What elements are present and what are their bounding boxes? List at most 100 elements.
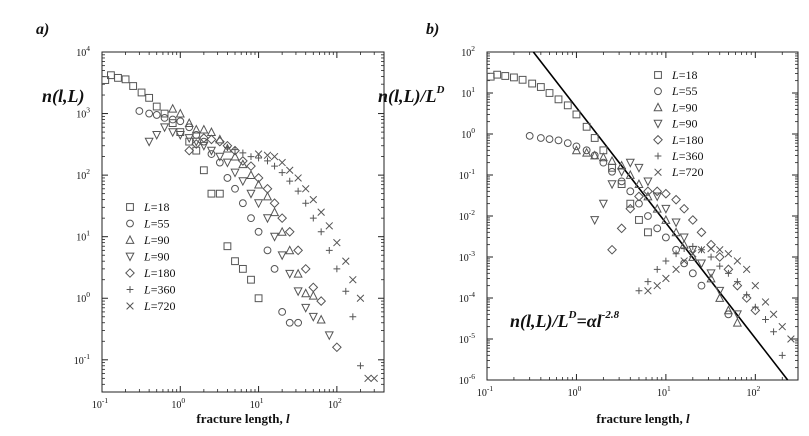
data-point (617, 177, 626, 186)
data-point (277, 251, 287, 261)
data-point (316, 314, 326, 324)
data-point (331, 342, 342, 353)
y-tick-label: 102 (76, 167, 90, 182)
data-point (168, 115, 177, 124)
data-point (160, 114, 169, 122)
data-point (778, 322, 787, 331)
legend-item: L=90 (653, 100, 697, 114)
legend-item: L=180 (125, 266, 175, 280)
data-point (238, 199, 247, 208)
data-point (732, 317, 742, 327)
data-point (761, 298, 770, 306)
legend-item: L=360 (654, 149, 703, 163)
data-point (324, 331, 334, 341)
data-point (536, 83, 545, 91)
legend-marker (126, 286, 134, 293)
data-point (145, 93, 154, 102)
series-1 (135, 107, 303, 327)
data-point (278, 169, 286, 176)
data-point (101, 76, 110, 84)
data-point (750, 305, 761, 316)
data-point (617, 167, 627, 177)
data-point (247, 275, 255, 284)
data-point (653, 265, 661, 273)
data-point (294, 187, 302, 195)
data-point (661, 233, 670, 242)
data-point (184, 118, 194, 127)
legend-label: L=18 (671, 68, 697, 82)
plot-frame (101, 51, 385, 393)
data-point (206, 126, 217, 136)
data-point (706, 239, 716, 250)
series-5 (635, 243, 786, 359)
data-point (590, 150, 600, 160)
data-point (653, 224, 662, 233)
y-tick-label: 10-1 (459, 167, 475, 182)
legend-item: L=180 (653, 133, 703, 147)
data-point (769, 310, 778, 319)
data-point (732, 310, 742, 320)
series-0 (101, 71, 263, 303)
legend-marker (654, 71, 662, 79)
data-point (626, 199, 635, 208)
data-point (206, 146, 217, 156)
data-point (787, 335, 795, 343)
legend-label: L=90 (671, 100, 697, 114)
data-point (625, 158, 635, 168)
data-point (269, 207, 280, 217)
data-point (262, 214, 273, 224)
data-point (644, 212, 652, 220)
legend-marker (125, 268, 135, 278)
data-point (184, 134, 194, 144)
data-point (199, 124, 209, 134)
data-point (308, 282, 319, 293)
y-tick-label: 102 (461, 44, 475, 59)
legend-item: L=720 (654, 165, 703, 179)
data-point (696, 227, 707, 238)
data-point (689, 250, 697, 258)
data-point (607, 180, 617, 190)
legend-item: L=18 (654, 68, 697, 82)
data-point (518, 75, 527, 84)
data-point (302, 199, 310, 207)
data-point (525, 131, 534, 140)
data-point (706, 273, 716, 283)
data-point (724, 250, 733, 258)
x-tick-label: 10-1 (92, 396, 108, 411)
data-point (661, 204, 671, 214)
series-6 (644, 244, 795, 343)
data-point (253, 199, 264, 209)
data-point (625, 169, 635, 179)
data-point (680, 257, 688, 265)
data-point (230, 151, 240, 161)
data-point (239, 149, 247, 157)
x-tick-label: 101 (657, 384, 671, 399)
data-point (308, 312, 318, 322)
data-point (501, 72, 510, 80)
data-point (741, 293, 752, 303)
data-point (185, 137, 194, 146)
x-tick-label: 100 (568, 384, 582, 399)
data-point (231, 146, 239, 153)
data-point (223, 242, 232, 251)
data-point (198, 133, 209, 143)
data-point (625, 203, 636, 214)
data-point (572, 110, 581, 119)
data-point (271, 162, 278, 170)
data-point (263, 151, 272, 160)
data-point (285, 318, 294, 327)
data-point (342, 287, 350, 295)
data-point (231, 257, 239, 266)
data-point (554, 136, 563, 145)
data-point (687, 215, 698, 225)
x-tick-label: 101 (250, 396, 264, 411)
legend-marker (125, 252, 135, 262)
data-point (617, 160, 627, 170)
legend-label: L=180 (143, 266, 175, 280)
data-point (176, 117, 185, 126)
data-point (293, 287, 303, 297)
data-point (356, 294, 365, 303)
data-point (278, 308, 287, 316)
y-tick-label: 10-4 (459, 290, 475, 305)
data-point (262, 191, 273, 201)
